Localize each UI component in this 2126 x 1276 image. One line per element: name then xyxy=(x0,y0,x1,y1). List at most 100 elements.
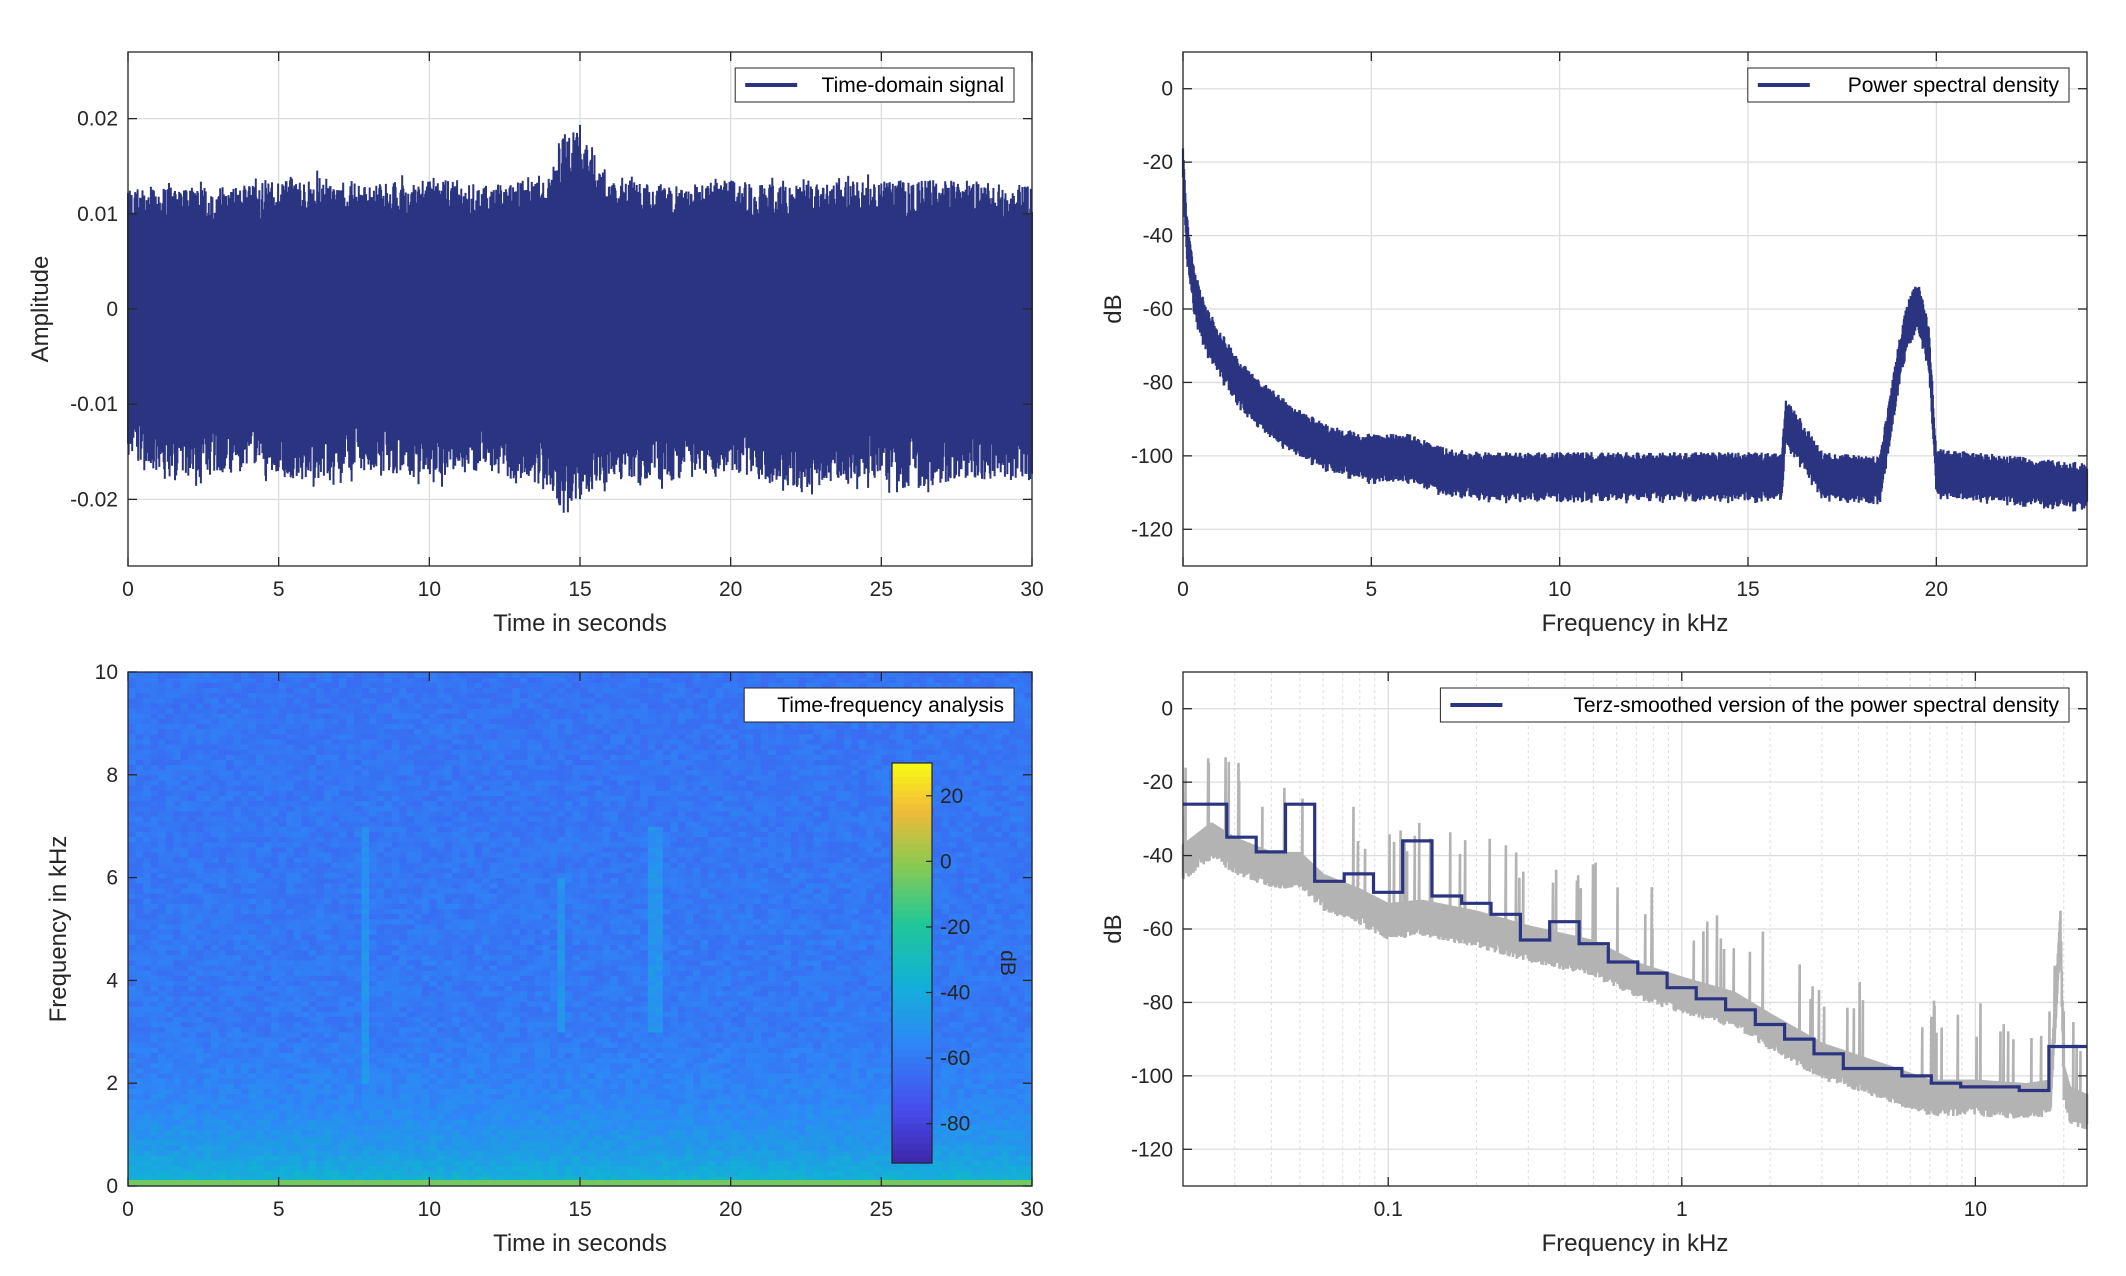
heatmap-cell xyxy=(489,1021,498,1028)
heatmap-cell xyxy=(617,1026,626,1033)
heatmap-cell xyxy=(1024,1108,1033,1115)
heatmap-cell xyxy=(391,1175,400,1182)
heatmap-cell xyxy=(421,1160,430,1167)
heatmap-cell xyxy=(1016,1093,1026,1100)
heatmap-cell xyxy=(263,1160,272,1167)
heatmap-cell xyxy=(964,990,973,997)
heatmap-cell xyxy=(730,1000,739,1007)
heatmap-cell xyxy=(587,1129,596,1136)
heatmap-cell xyxy=(790,1047,800,1053)
heatmap-cell xyxy=(1024,1000,1033,1007)
heatmap-cell xyxy=(218,1067,227,1074)
heatmap-cell xyxy=(444,1093,453,1100)
heatmap-cell xyxy=(534,1144,543,1151)
heatmap-cell xyxy=(451,1083,461,1089)
heatmap-cell xyxy=(286,1083,295,1089)
heatmap-cell xyxy=(700,1129,709,1136)
heatmap-cell xyxy=(670,1129,679,1136)
heatmap-cell xyxy=(866,1150,875,1156)
heatmap-cell xyxy=(738,1067,747,1074)
heatmap-cell xyxy=(1016,1175,1026,1182)
heatmap-cell xyxy=(693,1129,702,1136)
heatmap-cell xyxy=(662,1175,671,1182)
heatmap-cell xyxy=(979,995,988,1002)
heatmap-cell xyxy=(790,1098,800,1105)
heatmap-cell xyxy=(572,1052,581,1059)
heatmap-cell xyxy=(821,1000,830,1007)
heatmap-cell xyxy=(723,1119,732,1125)
heatmap-cell xyxy=(677,1114,687,1120)
heatmap-cell xyxy=(256,985,265,992)
heatmap-cell xyxy=(723,980,732,987)
heatmap-cell xyxy=(256,1000,265,1007)
heatmap-cell xyxy=(640,1114,649,1120)
heatmap-cell xyxy=(519,1170,528,1177)
heatmap-cell xyxy=(670,1093,679,1100)
heatmap-cell xyxy=(768,1108,777,1115)
heatmap-cell xyxy=(775,1036,784,1043)
heatmap-cell xyxy=(293,1067,302,1074)
heatmap-cell xyxy=(557,1036,566,1043)
heatmap-cell xyxy=(361,1036,370,1043)
heatmap-cell xyxy=(195,1052,204,1059)
heatmap-cell xyxy=(775,1139,784,1146)
heatmap-cell xyxy=(580,1175,589,1182)
heatmap-cell xyxy=(798,1108,807,1115)
heatmap-cell xyxy=(851,1129,860,1136)
heatmap-cell xyxy=(843,1078,852,1084)
heatmap-cell xyxy=(436,1165,445,1172)
heatmap-cell xyxy=(587,1026,596,1033)
heatmap-cell xyxy=(843,1000,852,1007)
heatmap-cell xyxy=(436,1016,445,1023)
heatmap-cell xyxy=(173,1170,182,1177)
heatmap-cell xyxy=(881,1083,890,1089)
heatmap-cell xyxy=(489,1067,498,1074)
heatmap-cell xyxy=(369,1078,378,1084)
heatmap-cell xyxy=(369,995,378,1002)
heatmap-cell xyxy=(542,1083,551,1089)
heatmap-cell xyxy=(225,1042,235,1048)
heatmap-cell xyxy=(881,1067,890,1074)
heatmap-cell xyxy=(934,1155,943,1161)
heatmap-cell xyxy=(534,1072,543,1079)
heatmap-cell xyxy=(806,1124,815,1131)
heatmap-cell xyxy=(135,1011,144,1017)
heatmap-cell xyxy=(813,1155,822,1161)
heatmap-cell xyxy=(572,1144,581,1151)
heatmap-cell xyxy=(700,1052,709,1059)
heatmap-cell xyxy=(813,1072,822,1079)
heatmap-cell xyxy=(527,975,536,981)
heatmap-cell xyxy=(971,1000,980,1007)
heatmap-cell xyxy=(662,1144,671,1151)
heatmap-cell xyxy=(949,1129,958,1136)
heatmap-cell xyxy=(700,975,709,981)
heatmap-cell xyxy=(474,1026,483,1033)
heatmap-cell xyxy=(768,1175,777,1182)
heatmap-cell xyxy=(173,1036,182,1043)
heatmap-cell xyxy=(564,975,574,981)
heatmap-cell xyxy=(602,1006,611,1012)
heatmap-cell xyxy=(760,1057,769,1064)
heatmap-cell xyxy=(632,1036,641,1043)
heatmap-cell xyxy=(316,1098,325,1105)
heatmap-cell xyxy=(150,1124,159,1131)
heatmap-cell xyxy=(760,1036,769,1043)
heatmap-cell xyxy=(783,1021,792,1028)
heatmap-cell xyxy=(497,1006,506,1012)
heatmap-cell xyxy=(677,1036,687,1043)
heatmap-cell xyxy=(308,1108,317,1115)
heatmap-cell xyxy=(753,995,762,1002)
heatmap-cell xyxy=(715,980,724,987)
heatmap-cell xyxy=(195,980,204,987)
heatmap-cell xyxy=(790,1108,800,1115)
heatmap-cell xyxy=(128,1078,137,1084)
heatmap-cell xyxy=(467,1119,476,1125)
heatmap-cell xyxy=(414,995,423,1002)
heatmap-cell xyxy=(482,1165,491,1172)
heatmap-cell xyxy=(225,985,235,992)
heatmap-cell xyxy=(949,1047,958,1053)
heatmap-cell xyxy=(459,1011,468,1017)
heatmap-cell xyxy=(677,1175,687,1182)
heatmap-cell xyxy=(625,1072,634,1079)
heatmap-cell xyxy=(391,1072,400,1079)
